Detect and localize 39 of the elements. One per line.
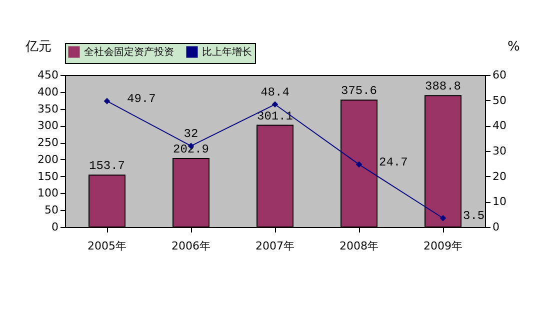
data-label: 301.1	[256, 109, 294, 124]
y-tick-label: 350	[38, 102, 58, 116]
x-tick-label: 2006年	[172, 240, 210, 252]
x-tick-label: 2005年	[88, 240, 126, 252]
y2-tick-label: 40	[492, 119, 506, 132]
y-tick-label: 100	[38, 186, 58, 200]
point	[104, 98, 110, 104]
data-label: 24.7	[379, 155, 408, 170]
y2-axis-title: %	[508, 40, 520, 54]
y-tick-label: 200	[38, 152, 58, 166]
y-tick-label: 250	[38, 136, 58, 150]
legend-label: 比上年增长	[202, 46, 252, 58]
y-axis-title: 亿元	[24, 40, 52, 54]
legend-label: 全社会固定资产投资	[84, 46, 174, 58]
y-tick-label: 300	[38, 119, 58, 132]
y-tick-label: 0	[52, 220, 58, 234]
y2-tick-label: 20	[492, 170, 506, 183]
point	[272, 101, 278, 108]
point	[356, 161, 362, 168]
point	[440, 214, 446, 222]
y2-tick-label: 10	[492, 195, 506, 208]
data-label: 49.7	[127, 92, 156, 106]
y-tick-label: 150	[38, 170, 58, 183]
data-label: 153.7	[88, 159, 126, 174]
y2-tick-label: 30	[492, 144, 506, 158]
x-tick-label: 2007年	[256, 240, 294, 252]
x-tick-label: 2008年	[340, 240, 378, 252]
data-label: 32	[184, 126, 198, 141]
y-tick-label: 450	[38, 68, 58, 82]
y2-tick-label: 60	[492, 68, 506, 82]
data-label: 48.4	[260, 85, 290, 100]
data-label: 388.8	[424, 80, 462, 94]
y2-tick-label: 0	[492, 220, 500, 234]
y-tick-label: 50	[44, 204, 58, 217]
y-tick-label: 400	[38, 85, 58, 98]
data-label: 375.6	[340, 84, 378, 98]
x-tick-label: 2009年	[424, 240, 462, 252]
data-label: 3.5	[463, 209, 485, 224]
y2-tick-label: 50	[492, 94, 506, 107]
